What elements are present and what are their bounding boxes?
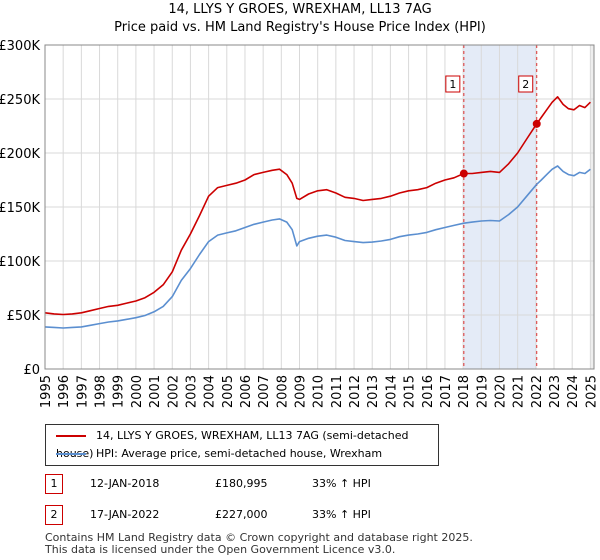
x-tick-label: 2003 <box>184 375 199 408</box>
x-tick-label: 2005 <box>221 375 236 408</box>
sale-hpi-change: 33% ↑ HPI <box>312 508 371 521</box>
annotation-box <box>445 75 461 93</box>
sale-marker: 1 <box>45 474 63 494</box>
sale-marker: 2 <box>45 505 63 525</box>
y-tick-label: £150K <box>0 201 40 216</box>
x-tick-label: 1995 <box>39 375 54 408</box>
x-tick-label: 2024 <box>566 375 581 408</box>
sale-date: 12-JAN-2018 <box>90 477 160 490</box>
x-tick-label: 2016 <box>421 375 436 408</box>
legend-swatch-hpi <box>56 453 86 455</box>
footer-licence: This data is licensed under the Open Gov… <box>45 543 396 556</box>
sale-point <box>459 169 468 178</box>
x-tick-label: 2019 <box>475 375 490 408</box>
footer-copyright: Contains HM Land Registry data © Crown c… <box>45 531 473 544</box>
x-tick-label: 2007 <box>257 375 272 408</box>
annotation-label: 1 <box>449 78 456 91</box>
y-tick-label: £50K <box>7 309 41 324</box>
x-tick-label: 2004 <box>203 375 218 408</box>
x-tick-label: 2010 <box>312 375 327 408</box>
sale-hpi-change: 33% ↑ HPI <box>312 477 371 490</box>
legend: 14, LLYS Y GROES, WREXHAM, LL13 7AG (sem… <box>45 424 439 466</box>
x-tick-label: 2018 <box>457 375 472 408</box>
y-tick-label: £100K <box>0 255 40 270</box>
annotation-label: 2 <box>522 78 529 91</box>
chart-title: 14, LLYS Y GROES, WREXHAM, LL13 7AG <box>168 2 432 17</box>
x-tick-label: 2011 <box>330 375 345 408</box>
y-tick-label: £300K <box>0 39 40 54</box>
x-tick-label: 1996 <box>57 375 72 408</box>
x-tick-label: 2023 <box>548 375 563 408</box>
y-tick-label: £200K <box>0 147 40 162</box>
x-tick-label: 2009 <box>294 375 309 408</box>
sale-price: £227,000 <box>215 508 268 521</box>
x-tick-label: 2001 <box>148 375 163 408</box>
x-tick-label: 2006 <box>239 375 254 408</box>
x-tick-label: 1998 <box>94 375 109 408</box>
legend-item-hpi: HPI: Average price, semi-detached house,… <box>56 445 382 463</box>
series-line-hpi <box>44 165 591 329</box>
y-tick-label: £250K <box>0 93 40 108</box>
x-tick-label: 1997 <box>75 375 90 408</box>
sale-price: £180,995 <box>215 477 268 490</box>
x-tick-label: 2020 <box>493 375 508 408</box>
y-tick-label: £0 <box>23 363 40 378</box>
x-tick-label: 2015 <box>403 375 418 408</box>
series-line-property <box>44 96 591 316</box>
chart-subtitle: Price paid vs. HM Land Registry's House … <box>114 20 486 35</box>
x-tick-label: 2002 <box>166 375 181 408</box>
x-tick-label: 2021 <box>512 375 527 408</box>
plot-frame <box>44 44 595 370</box>
legend-swatch-property <box>56 435 86 437</box>
annotation-box <box>518 75 534 93</box>
x-tick-label: 2022 <box>530 375 545 408</box>
x-tick-label: 2008 <box>275 375 290 408</box>
legend-item-property: 14, LLYS Y GROES, WREXHAM, LL13 7AG (sem… <box>56 427 438 460</box>
x-tick-label: 1999 <box>112 375 127 408</box>
sale-point <box>532 119 541 128</box>
sale-date: 17-JAN-2022 <box>90 508 160 521</box>
x-tick-label: 2000 <box>130 375 145 408</box>
legend-label-hpi: HPI: Average price, semi-detached house,… <box>96 447 383 460</box>
x-tick-label: 2012 <box>348 375 363 408</box>
x-tick-label: 2017 <box>439 375 454 408</box>
x-tick-label: 2013 <box>366 375 381 408</box>
x-tick-label: 2025 <box>584 375 599 408</box>
x-tick-label: 2014 <box>384 375 399 408</box>
